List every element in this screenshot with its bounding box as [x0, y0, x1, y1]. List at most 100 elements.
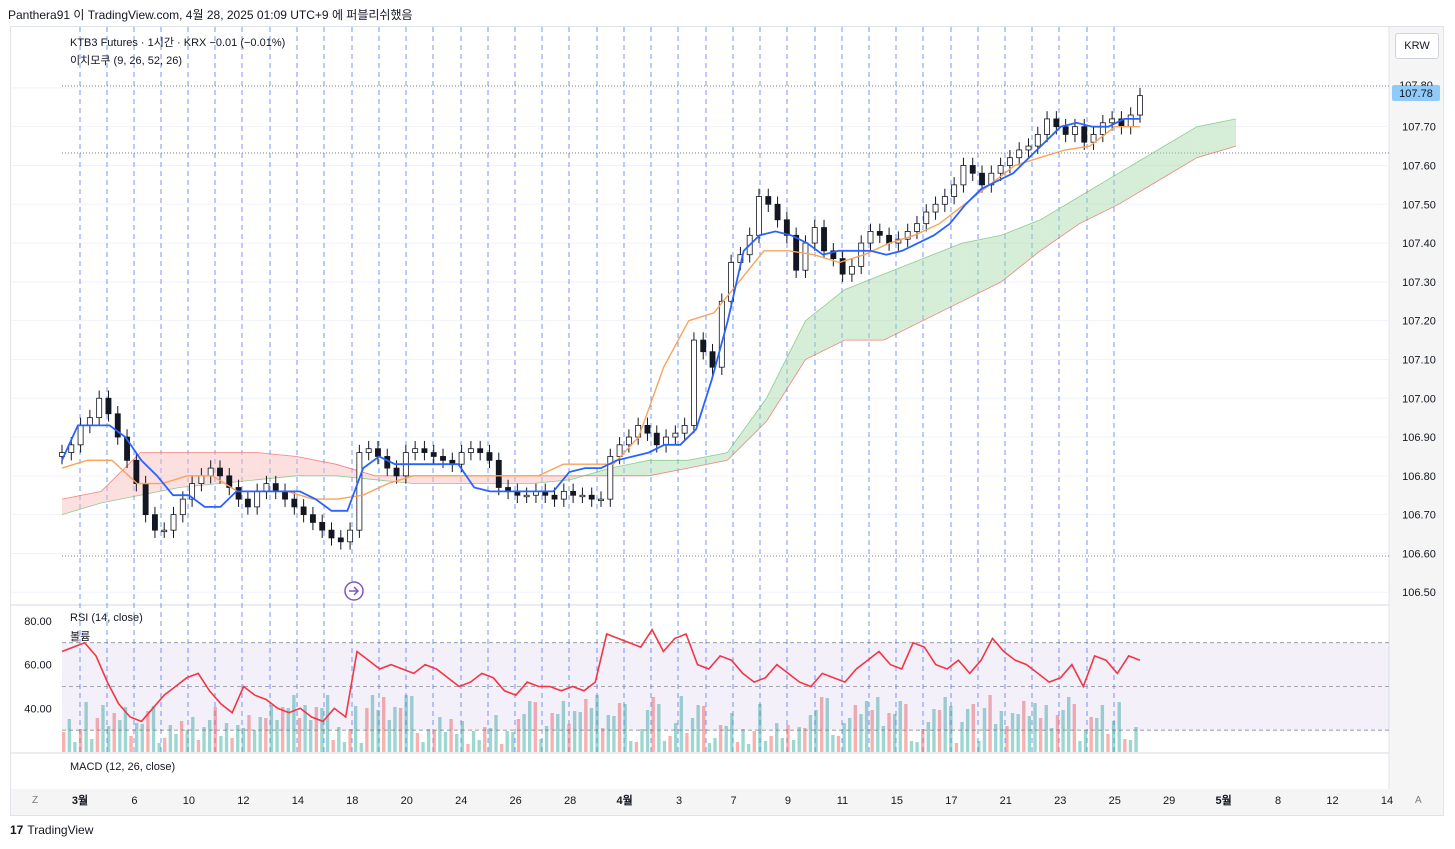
- volume-bar: [230, 738, 234, 752]
- candle-body: [932, 203, 939, 213]
- candle-body: [133, 459, 140, 485]
- volume-bar: [505, 731, 509, 752]
- volume-bar: [550, 713, 554, 752]
- rsi-tick-label: 40.00: [24, 703, 52, 715]
- macd-legend[interactable]: MACD (12, 26, close): [70, 761, 176, 773]
- volume-bar: [342, 742, 347, 752]
- volume-bar: [471, 731, 476, 752]
- candle-body: [179, 498, 186, 516]
- cloud-segment: [1079, 173, 1119, 224]
- cloud-segment: [101, 452, 141, 504]
- price-tick-label: 107.70: [1402, 122, 1436, 134]
- candle-body: [663, 436, 669, 446]
- volume-bar: [95, 718, 100, 752]
- candle-body: [570, 490, 577, 496]
- currency-button[interactable]: KRW: [1395, 33, 1439, 59]
- candle-body: [477, 448, 484, 453]
- volume-bar: [1016, 714, 1020, 752]
- volume-bar: [690, 718, 695, 752]
- volume-bar: [179, 721, 184, 752]
- volume-bar: [673, 723, 678, 752]
- volume-bar: [707, 743, 712, 752]
- rsi-tick-label: 80.00: [24, 616, 52, 628]
- symbol-legend[interactable]: KTB3 Futures · 1시간 · KRX −0.01 (−0.01%): [70, 37, 286, 49]
- volume-bar: [752, 731, 756, 752]
- volume-bar: [926, 722, 931, 752]
- time-tick-label: 14: [1381, 795, 1393, 807]
- volume-bar: [651, 697, 655, 752]
- price-tick-label: 107.20: [1402, 316, 1436, 328]
- volume-legend[interactable]: 볼륨: [70, 631, 91, 643]
- cloud-segment: [609, 460, 649, 476]
- volume-bar: [892, 714, 897, 752]
- candle-body: [430, 452, 437, 457]
- cloud-segment: [179, 452, 219, 488]
- price-tick-label: 107.40: [1402, 238, 1436, 250]
- volume-bar: [977, 741, 981, 752]
- cloud-segment: [962, 235, 1002, 302]
- candle-body: [839, 258, 846, 275]
- volume-bar: [1134, 727, 1138, 752]
- candle-body: [393, 467, 400, 477]
- volume-bars: [62, 695, 1138, 752]
- volume-bar: [516, 719, 521, 752]
- volume-bar: [746, 744, 751, 752]
- candle-body: [848, 265, 855, 275]
- rsi-legend[interactable]: RSI (14, close): [70, 612, 143, 624]
- price-tick-label: 106.90: [1402, 432, 1436, 444]
- volume-bar: [280, 707, 285, 752]
- volume-bar: [617, 703, 622, 752]
- candle-body: [941, 196, 948, 205]
- candle-body: [579, 494, 586, 498]
- volume-bar: [1005, 726, 1009, 752]
- time-tick-label: 6: [131, 795, 137, 807]
- price-tick-label: 106.80: [1402, 471, 1436, 483]
- volume-bar: [252, 730, 257, 752]
- candle-body: [282, 490, 288, 500]
- candle-body: [365, 448, 372, 453]
- candle-body: [709, 351, 716, 368]
- volume-bar: [572, 711, 577, 752]
- volume-bar: [73, 742, 77, 752]
- volume-bar: [994, 724, 998, 752]
- volume-bar: [921, 729, 925, 752]
- candle-body: [867, 231, 874, 244]
- volume-bar: [460, 721, 465, 752]
- volume-bar: [151, 706, 156, 752]
- volume-bar: [612, 716, 616, 752]
- volume-bar: [584, 699, 588, 752]
- volume-bar: [84, 702, 88, 752]
- volume-bar: [449, 719, 453, 752]
- volume-bar: [353, 706, 358, 752]
- volume-bar: [1022, 701, 1026, 752]
- axis-labels: 107.70 107.60 107.50 107.40 107.30 107.20 107.…: [24, 122, 1436, 807]
- candle-body: [625, 436, 632, 446]
- time-tick-label: 21: [1000, 795, 1012, 807]
- candle-body: [1090, 134, 1097, 143]
- time-tick-label: 7: [730, 795, 736, 807]
- candle-body: [272, 483, 279, 492]
- volume-bar: [634, 742, 639, 752]
- cloud-segment: [531, 475, 571, 484]
- brand-footer[interactable]: 17 TradingView: [10, 823, 93, 837]
- candle-body: [486, 452, 493, 461]
- volume-bar: [1050, 728, 1054, 752]
- replay-marker-icon[interactable]: [344, 581, 364, 601]
- auto-scale-button[interactable]: A: [1415, 795, 1422, 806]
- price-tick-label: 107.10: [1402, 354, 1436, 366]
- volume-bar: [134, 723, 139, 752]
- zoom-left-button[interactable]: Z: [32, 795, 39, 806]
- candle-body: [1109, 118, 1116, 124]
- candle-body: [319, 522, 326, 531]
- candle-body: [1025, 145, 1032, 151]
- volume-bar: [1128, 740, 1133, 752]
- volume-bar: [988, 695, 992, 752]
- volume-bar: [528, 701, 532, 752]
- candle-body: [644, 425, 651, 434]
- volume-bar: [348, 729, 352, 752]
- volume-bar: [258, 717, 262, 752]
- ichimoku-legend[interactable]: 이치모쿠 (9, 26, 52, 26): [70, 55, 183, 67]
- tenkan-line: [61, 118, 1140, 512]
- time-tick-label: 3월: [72, 793, 88, 807]
